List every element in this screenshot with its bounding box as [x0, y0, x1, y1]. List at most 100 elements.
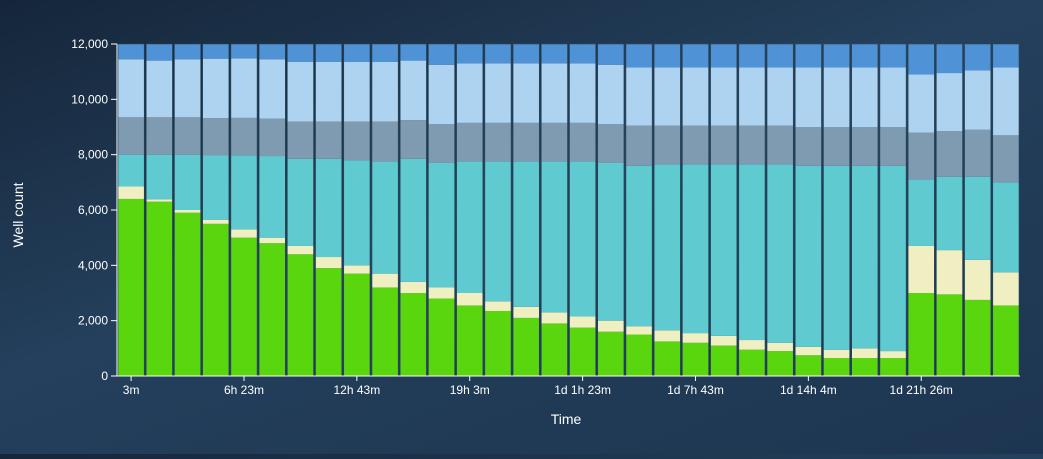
bar-segment [710, 125, 737, 165]
bar-segment [174, 117, 201, 155]
bar-segment [456, 63, 483, 123]
bar-segment [259, 243, 286, 376]
bar-segment [371, 161, 399, 274]
bar-segment [625, 165, 653, 327]
bar-segment [964, 44, 991, 71]
bar-segment [654, 125, 681, 165]
bar-segment [851, 358, 878, 376]
bar-segment [823, 358, 850, 376]
bar-segment [625, 326, 653, 335]
bar-stack [174, 43, 201, 377]
bar-segment [202, 223, 229, 376]
bar-segment [767, 164, 794, 343]
bar-segment [400, 293, 427, 376]
bar-stack [625, 43, 653, 377]
bar-segment [908, 179, 935, 246]
y-tick-label: 4,000 [78, 258, 108, 272]
bar-segment [654, 67, 681, 126]
bar-segment [879, 67, 907, 127]
bar-segment [908, 293, 935, 376]
bar-segment [513, 306, 540, 318]
bar-stack [907, 43, 935, 377]
y-tick-label: 6,000 [78, 203, 108, 217]
bar-segment [597, 320, 624, 332]
bar-segment [146, 117, 173, 155]
bar-segment [230, 117, 258, 156]
bar-segment [484, 301, 512, 311]
bar-segment [315, 44, 342, 62]
bar-segment [823, 165, 850, 350]
bar-segment [541, 44, 568, 64]
bar-segment [315, 158, 342, 258]
bar-segment [259, 118, 286, 157]
bar-segment [964, 176, 991, 260]
bar-segment [343, 160, 370, 266]
bar-segment [513, 44, 540, 64]
bar-segment [541, 312, 568, 324]
bar-segment [174, 154, 201, 210]
bar-segment [851, 165, 878, 349]
bar-segment [287, 245, 314, 255]
bar-segment [315, 121, 342, 159]
bar-stack [484, 43, 512, 377]
bar-segment [202, 44, 229, 59]
bar-segment [118, 186, 145, 199]
bar-segment [343, 44, 370, 62]
bar-segment [654, 44, 681, 68]
bar-segment [767, 125, 794, 165]
bar-segment [682, 44, 709, 68]
bar-segment [202, 219, 229, 224]
bar-segment [428, 298, 455, 376]
bar-segment [908, 245, 935, 293]
x-tick-label: 3m [123, 383, 140, 397]
bar-stack [315, 43, 343, 377]
x-tick-label: 1d 7h 43m [667, 383, 724, 397]
x-axis-title: Time [551, 411, 582, 427]
bar-stack [145, 43, 173, 377]
bar-segment [569, 44, 596, 64]
y-tick-label: 10,000 [71, 92, 108, 106]
bar-segment [654, 341, 681, 376]
bar-segment [287, 44, 314, 62]
bar-segment [287, 61, 314, 122]
bar-segment [879, 44, 907, 68]
x-tick-label: 6h 23m [224, 383, 264, 397]
bar-segment [343, 273, 370, 376]
bar-segment [738, 349, 766, 376]
bar-stack [710, 43, 738, 377]
bar-segment [964, 259, 991, 300]
bar-segment [851, 67, 878, 127]
bar-segment [654, 164, 681, 331]
x-tick-label: 12h 43m [334, 383, 381, 397]
bar-segment [767, 351, 794, 376]
bar-segment [964, 70, 991, 130]
bar-segment [400, 44, 427, 61]
bar-stack [738, 43, 766, 377]
bar-stack [117, 43, 145, 377]
bar-segment [428, 162, 455, 288]
bar-stack [879, 43, 907, 377]
bar-stack [794, 43, 822, 377]
bar-segment [908, 74, 935, 133]
bar-stack [287, 43, 314, 377]
bar-segment [456, 293, 483, 306]
y-tick-label: 0 [101, 369, 108, 383]
bar-segment [738, 340, 766, 350]
bar-segment [654, 330, 681, 342]
bar-segment [118, 44, 145, 60]
bar-segment [992, 182, 1019, 273]
bar-stack [428, 43, 455, 377]
bar-segment [202, 58, 229, 119]
bar-segment [484, 161, 512, 302]
bar-segment [484, 310, 512, 376]
bar-segment [625, 334, 653, 376]
bar-segment [343, 265, 370, 274]
bar-segment [795, 346, 822, 356]
bar-segment [597, 44, 624, 65]
bar-segment [315, 257, 342, 269]
bar-segment [710, 164, 737, 336]
x-tick-label: 1d 1h 23m [554, 383, 611, 397]
bar-stack [597, 43, 625, 377]
bar-segment [541, 323, 568, 376]
